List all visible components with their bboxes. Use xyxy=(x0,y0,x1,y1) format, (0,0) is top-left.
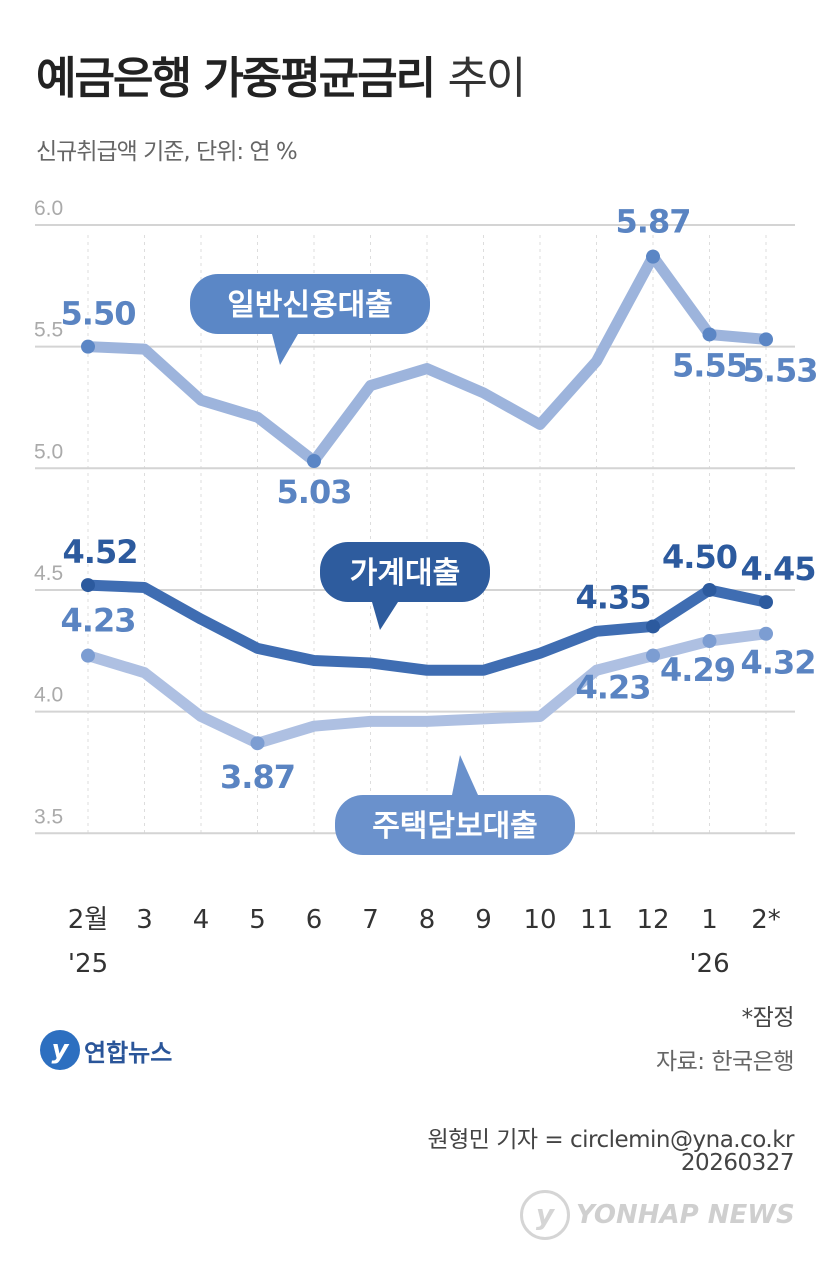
data-label: 4.35 xyxy=(576,578,651,616)
x-tick-label: 6 xyxy=(306,905,323,935)
data-point xyxy=(759,626,773,641)
legend-bubble xyxy=(320,542,490,602)
legend-bubble-tail xyxy=(272,334,298,365)
y-tick-label: 3.5 xyxy=(34,805,63,828)
date: 20260327 xyxy=(680,1150,795,1176)
data-point xyxy=(702,582,717,597)
data-label: 4.45 xyxy=(741,550,816,588)
x-tick-label: 7 xyxy=(362,905,379,935)
x-tick-label: 12 xyxy=(636,905,669,935)
data-label: 3.87 xyxy=(220,758,295,796)
data-point xyxy=(646,249,660,264)
legend-bubble xyxy=(335,795,575,855)
x-tick-label: 2월 xyxy=(68,905,108,935)
provisional-note: *잠정 xyxy=(741,1005,795,1031)
watermark-text: YONHAP NEWS xyxy=(576,1200,795,1230)
legend-label: 주택담보대출 xyxy=(372,809,538,844)
x-tick-label: 10 xyxy=(523,905,556,935)
data-point xyxy=(307,454,321,469)
year-label-end: '26 xyxy=(689,949,729,979)
x-tick-label: 5 xyxy=(249,905,266,935)
y-tick-label: 4.0 xyxy=(34,684,63,707)
data-label: 4.32 xyxy=(741,644,816,682)
data-point xyxy=(81,339,95,354)
data-label: 4.50 xyxy=(662,538,737,576)
data-point xyxy=(759,332,773,347)
yonhap-logo-icon: y xyxy=(40,1030,80,1070)
data-label: 5.53 xyxy=(743,351,818,389)
x-tick-label: 8 xyxy=(419,905,436,935)
y-tick-label: 5.5 xyxy=(34,319,63,342)
legend-bubble-tail xyxy=(372,602,398,630)
x-tick-label: 1 xyxy=(701,905,718,935)
data-point xyxy=(702,634,717,649)
data-label: 4.52 xyxy=(63,533,138,571)
reporter: 원형민 기자 = circlemin@yna.co.kr xyxy=(427,1127,794,1153)
data-point xyxy=(250,736,265,751)
watermark-logo-icon: y xyxy=(520,1190,570,1240)
legend-label: 가계대출 xyxy=(350,556,460,591)
data-point xyxy=(81,578,95,593)
data-point xyxy=(646,619,660,634)
year-label-start: '25 xyxy=(68,949,108,979)
chart-subtitle: 신규취급액 기준, 단위: 연 % xyxy=(36,139,298,165)
x-tick-label: 11 xyxy=(580,905,613,935)
legend-label: 일반신용대출 xyxy=(227,288,393,323)
data-label: 4.29 xyxy=(660,651,735,689)
x-tick-label: 3 xyxy=(136,905,153,935)
x-tick-label: 9 xyxy=(475,905,492,935)
series-line-0 xyxy=(87,251,767,467)
x-tick-label: 2* xyxy=(751,905,781,935)
title-suffix: 추이 xyxy=(447,53,526,104)
x-tick-label: 4 xyxy=(193,905,210,935)
watermark: y YONHAP NEWS xyxy=(520,1190,795,1240)
title-main: 예금은행 가중평균금리 xyxy=(36,53,436,104)
data-point xyxy=(759,595,773,610)
data-label: 5.50 xyxy=(61,295,136,333)
legend-bubble xyxy=(190,274,430,334)
data-label: 5.03 xyxy=(277,473,352,511)
y-tick-label: 5.0 xyxy=(34,440,63,463)
data-label: 5.55 xyxy=(672,346,747,384)
data-label: 5.87 xyxy=(616,203,691,241)
data-label: 4.23 xyxy=(576,669,651,707)
data-label: 4.23 xyxy=(61,602,136,640)
data-point xyxy=(81,648,95,663)
logo: y 연합뉴스 xyxy=(40,1030,172,1070)
y-tick-label: 6.0 xyxy=(34,197,63,220)
source: 자료: 한국은행 xyxy=(655,1049,795,1075)
data-point xyxy=(702,327,717,342)
chart-title: 예금은행 가중평균금리 추이 xyxy=(36,42,526,106)
data-point xyxy=(646,648,660,663)
logo-text: 연합뉴스 xyxy=(84,1038,173,1067)
legend-bubble-tail xyxy=(452,755,478,795)
y-tick-label: 4.5 xyxy=(34,562,63,585)
